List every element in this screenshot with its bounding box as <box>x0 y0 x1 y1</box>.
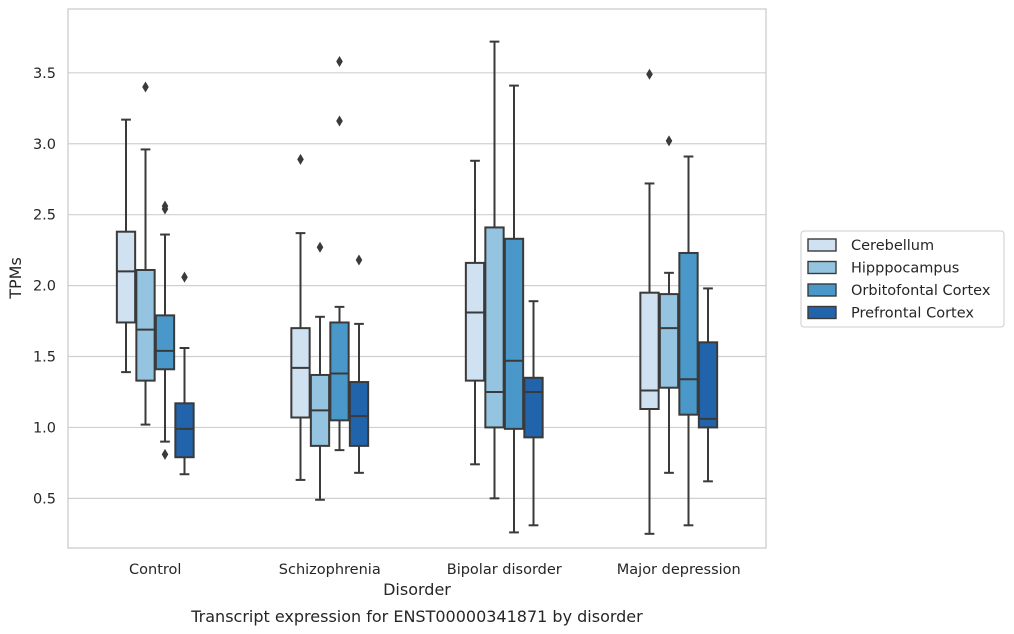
x-tick-labels: Control Schizophrenia Bipolar disorder Majo… <box>129 562 741 578</box>
box-iqr <box>639 291 660 410</box>
legend-swatch <box>807 238 837 252</box>
legend: Cerebellum Hipppocampus Orbitofontal Corte… <box>800 230 1005 328</box>
legend-swatch <box>807 305 837 320</box>
outlier-marker <box>336 55 343 67</box>
box-iqr <box>115 230 137 324</box>
plot-frame <box>67 8 767 549</box>
box-iqr <box>348 381 370 447</box>
y-tick-label: 2.0 <box>33 279 56 295</box>
box-iqr <box>135 268 156 382</box>
box-iqr <box>464 261 486 382</box>
box <box>135 81 156 426</box>
y-tick-label: 1.5 <box>33 350 56 366</box>
outlier-marker <box>336 115 343 127</box>
y-tick-label: 3.5 <box>33 66 56 82</box>
outlier-marker <box>142 81 149 93</box>
series-group <box>135 40 680 501</box>
box-iqr <box>678 251 699 416</box>
chart-caption: Transcript expression for ENST0000034187… <box>190 607 643 626</box>
series-group <box>154 55 699 534</box>
box <box>329 55 350 452</box>
box-iqr <box>174 402 195 459</box>
box-iqr <box>290 327 311 419</box>
outlier-marker <box>665 135 673 147</box>
box <box>678 155 699 527</box>
y-tick-labels: 0.5 1.0 1.5 2.0 2.5 3.0 3.5 <box>33 66 56 508</box>
box-iqr <box>697 341 719 429</box>
box-iqr <box>523 376 544 439</box>
outlier-marker <box>161 200 169 212</box>
outlier-marker <box>181 271 188 283</box>
box-iqr <box>503 237 525 430</box>
legend-swatch <box>807 283 837 297</box>
x-axis-label: Disorder <box>383 580 451 599</box>
legend-label: Cerebellum <box>851 238 934 254</box>
outlier-marker <box>297 153 304 165</box>
box <box>464 159 486 466</box>
box <box>523 300 544 527</box>
legend-label: Hipppocampus <box>851 261 959 277</box>
box <box>697 287 719 483</box>
box-plot-series <box>115 40 719 535</box>
box <box>503 84 525 534</box>
y-tick-label: 0.5 <box>33 491 56 507</box>
box-iqr <box>154 314 176 371</box>
grid-lines <box>68 72 766 499</box>
y-tick-label: 2.5 <box>33 208 56 224</box>
box-iqr <box>658 293 680 389</box>
box <box>290 153 311 481</box>
series-group <box>174 254 719 527</box>
legend-label: Prefrontal Cortex <box>851 306 974 322</box>
legend-frame <box>800 230 1005 328</box>
box <box>115 118 137 374</box>
box <box>639 68 660 535</box>
y-tick-label: 1.0 <box>33 420 56 436</box>
box <box>154 200 176 460</box>
box <box>309 241 331 501</box>
outlier-marker <box>355 254 363 266</box>
x-tick-label: Schizophrenia <box>279 562 381 578</box>
box-iqr <box>329 321 350 422</box>
x-tick-label: Control <box>129 562 181 578</box>
legend-swatch <box>807 260 837 275</box>
legend-label: Orbitofontal Cortex <box>851 283 991 299</box>
y-tick-label: 3.0 <box>33 137 56 153</box>
box <box>658 135 680 474</box>
x-tick-label: Bipolar disorder <box>447 562 562 578</box>
box <box>484 40 505 500</box>
box <box>348 254 370 474</box>
x-tick-label: Major depression <box>617 562 741 578</box>
y-axis-label: TPMs <box>6 257 25 300</box>
outlier-marker <box>316 241 324 253</box>
box-iqr <box>484 226 505 429</box>
box <box>174 271 195 476</box>
outlier-marker <box>646 68 653 80</box>
outlier-marker <box>161 448 169 460</box>
series-group <box>115 68 660 535</box>
